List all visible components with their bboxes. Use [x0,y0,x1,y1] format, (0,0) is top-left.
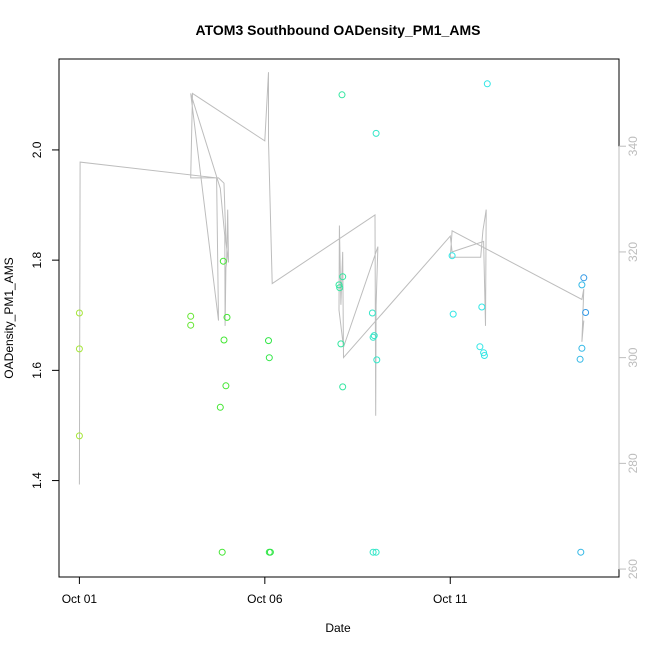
data-point-32 [480,349,488,357]
data-point-33 [480,352,488,359]
scatter-points [75,80,590,556]
data-point-12 [265,354,273,362]
x-tick-label-0: Oct 01 [62,592,98,606]
data-point-8 [220,336,228,344]
y2-tick-label-2: 300 [626,347,640,367]
y2-tick-label-0: 260 [626,559,640,579]
data-point-24 [369,548,377,556]
data-point-29 [449,310,457,318]
data-point-34 [483,80,491,88]
data-point-4 [187,321,195,329]
data-point-25 [372,129,380,137]
y-axis: 1.4 1.6 1.8 2.0 [30,141,60,489]
y-tick-label-3: 2.0 [30,141,44,158]
data-point-23 [370,332,378,340]
y2-tick-label-1: 280 [626,453,640,473]
data-point-10 [223,313,231,321]
data-point-6 [218,548,226,556]
data-point-39 [580,274,588,282]
chart-title: ATOM3 Southbound OADensity_PM1_AMS [196,22,481,38]
data-point-11 [265,337,272,345]
data-point-16 [336,284,344,292]
data-point-14 [266,548,274,556]
series-line-path [78,72,585,485]
data-point-1 [75,345,83,353]
y2-tick-label-4: 340 [626,136,640,156]
y2-tick-label-3: 320 [626,242,640,262]
data-point-27 [372,548,380,556]
x-tick-label-1: Oct 06 [247,592,283,606]
data-point-36 [577,548,585,556]
data-point-26 [373,356,381,364]
y-tick-label-1: 1.6 [30,362,44,379]
data-point-37 [578,344,586,352]
secondary-y-axis: 260 280 300 320 340 [618,136,640,579]
data-point-0 [75,309,83,317]
data-point-2 [75,432,83,440]
data-point-35 [576,355,584,363]
data-point-21 [368,309,376,317]
data-point-40 [582,309,590,316]
data-point-18 [338,91,346,99]
data-point-3 [187,312,195,320]
data-point-15 [335,281,343,289]
data-point-28 [448,252,456,260]
data-point-22 [369,333,377,341]
x-tick-label-2: Oct 11 [433,592,468,606]
data-point-30 [476,343,484,351]
plot-frame [58,58,620,578]
y-tick-label-2: 1.8 [30,251,44,268]
y-axis-label: OADensity_PM1_AMS [2,257,16,378]
data-point-19 [339,273,347,281]
data-point-38 [578,281,586,289]
data-point-7 [219,257,227,265]
x-axis: Oct 01 Oct 06 Oct 11 [62,576,468,606]
data-point-20 [339,383,347,391]
data-point-5 [216,403,224,411]
data-point-31 [478,303,486,311]
y-tick-label-0: 1.4 [30,472,44,489]
data-point-9 [222,382,230,390]
x-axis-label: Date [325,621,351,635]
data-point-17 [337,340,345,348]
secondary-series-line [78,72,585,485]
